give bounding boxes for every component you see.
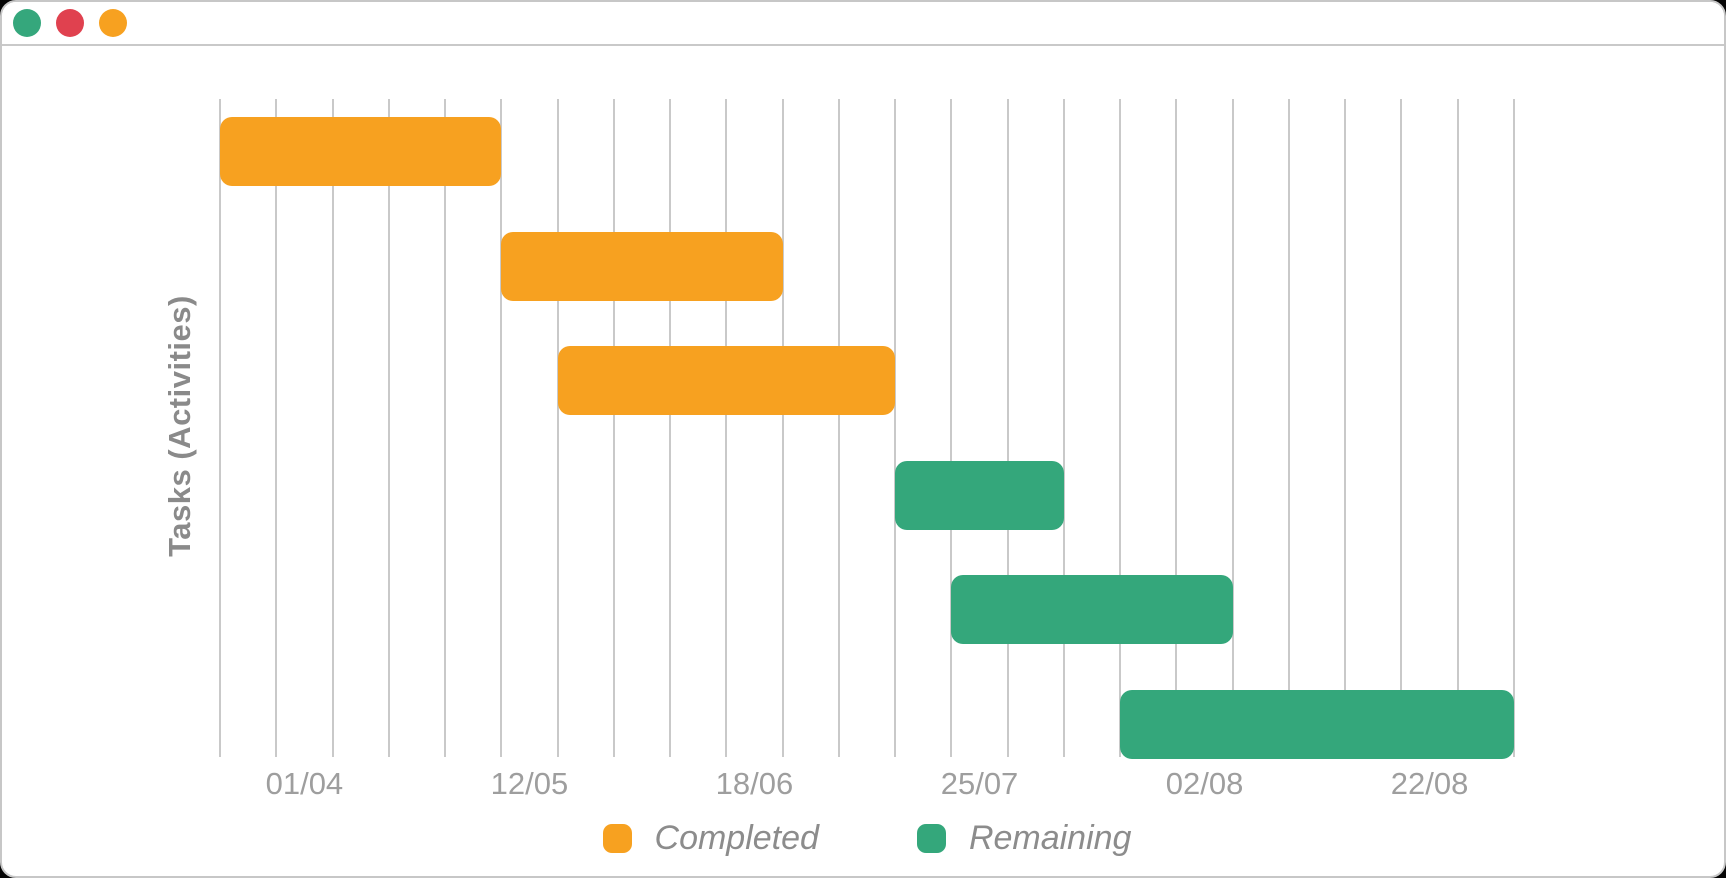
legend-label: Remaining xyxy=(968,818,1132,857)
gridline xyxy=(1062,99,1065,757)
y-axis-title: Tasks (Activities) xyxy=(162,295,197,557)
x-axis: 01/04 12/05 18/06 25/07 02/08 22/08 xyxy=(220,766,1514,804)
gantt-bar-remaining-row6[interactable] xyxy=(1120,690,1514,759)
legend-swatch-icon xyxy=(602,823,632,853)
legend-label: Completed xyxy=(654,818,819,857)
gridline xyxy=(1513,99,1515,757)
legend-item-remaining[interactable]: Remaining xyxy=(916,818,1132,858)
gridline xyxy=(331,99,334,757)
gridline xyxy=(444,99,447,757)
gantt-plot-area xyxy=(219,99,1515,759)
gridline xyxy=(1006,99,1009,757)
gantt-bar-completed-row1[interactable] xyxy=(220,117,502,186)
window-button-red-icon[interactable] xyxy=(56,9,84,37)
gridline xyxy=(1175,99,1178,757)
gridline xyxy=(781,99,784,757)
window-button-orange-icon[interactable] xyxy=(99,9,127,37)
gridline xyxy=(669,99,672,757)
gridline xyxy=(500,99,503,757)
gantt-bar-completed-row2[interactable] xyxy=(501,232,783,301)
x-axis-tick-label: 18/06 xyxy=(715,766,794,801)
x-axis-tick-label: 02/08 xyxy=(1165,766,1244,801)
gridline xyxy=(1400,99,1403,757)
x-axis-tick-label: 25/07 xyxy=(940,766,1019,801)
gantt-bar-remaining-row5[interactable] xyxy=(951,575,1233,644)
gridline xyxy=(387,99,390,757)
gantt-bar-remaining-row4[interactable] xyxy=(895,461,1064,530)
gridline xyxy=(837,99,840,757)
gridline xyxy=(1344,99,1347,757)
x-axis-tick-label: 01/04 xyxy=(265,766,344,801)
gridline xyxy=(275,99,278,757)
legend: Completed Remaining xyxy=(220,816,1514,860)
legend-swatch-icon xyxy=(916,823,946,853)
window-button-green-icon[interactable] xyxy=(13,9,41,37)
gridline xyxy=(1287,99,1290,757)
gantt-bar-completed-row3[interactable] xyxy=(557,346,896,415)
gridline xyxy=(219,99,221,757)
legend-item-completed[interactable]: Completed xyxy=(602,818,819,858)
gridline xyxy=(950,99,953,757)
gridline xyxy=(1456,99,1459,757)
gridline xyxy=(1231,99,1234,757)
gridline xyxy=(1119,99,1122,757)
window-titlebar xyxy=(2,2,1724,46)
x-axis-tick-label: 12/05 xyxy=(490,766,569,801)
gridline xyxy=(894,99,897,757)
x-axis-tick-label: 22/08 xyxy=(1390,766,1469,801)
gridline xyxy=(556,99,559,757)
gridline xyxy=(612,99,615,757)
gridline xyxy=(725,99,728,757)
